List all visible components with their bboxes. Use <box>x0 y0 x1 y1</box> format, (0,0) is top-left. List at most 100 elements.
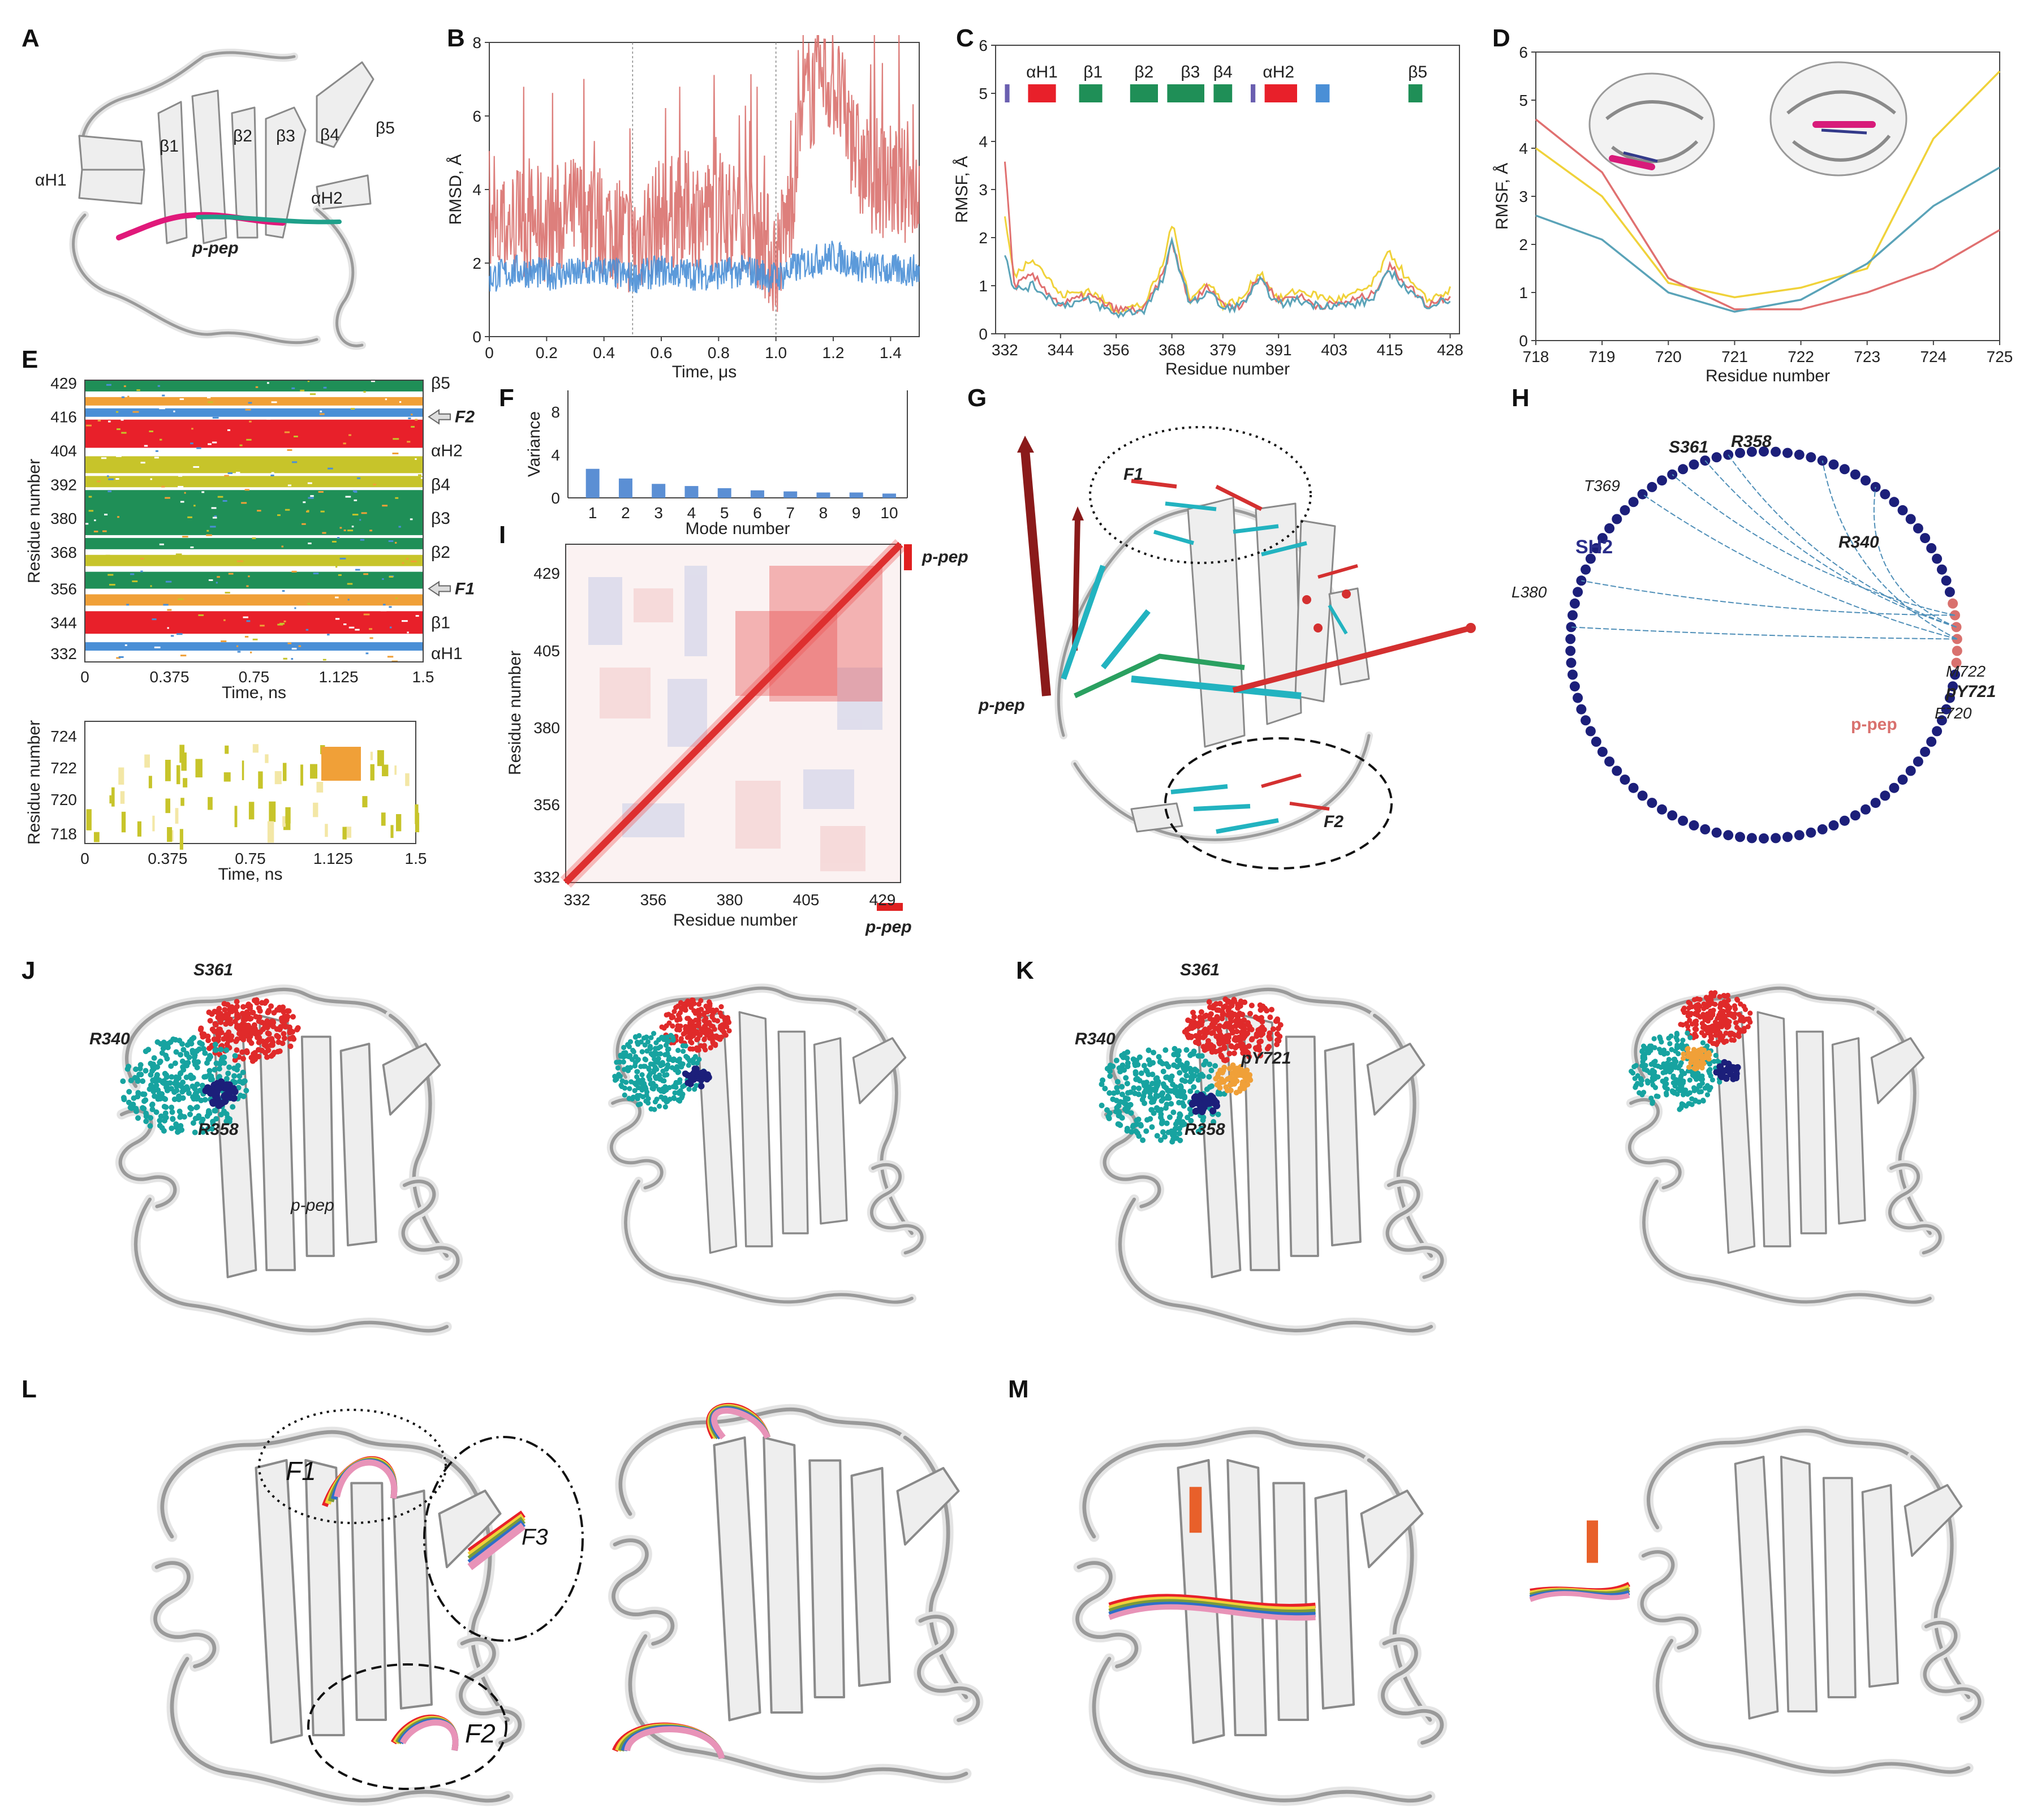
sidechain-point <box>1704 1092 1711 1098</box>
contact-edge <box>1873 487 1957 628</box>
ss-noise <box>277 623 283 626</box>
residue-node <box>1861 475 1871 486</box>
ss-noise <box>348 434 352 436</box>
sidechain-point <box>195 1059 201 1065</box>
structure-l-side <box>608 1402 984 1784</box>
sidechain-point <box>1113 1057 1119 1064</box>
loop-outline <box>1634 986 1880 1079</box>
sidechain-point <box>1127 1102 1134 1108</box>
loop-outline <box>1646 1429 1914 1530</box>
ss-noise <box>227 472 233 474</box>
sidechain-point <box>1234 1016 1241 1022</box>
sidechain-point <box>221 1108 227 1115</box>
sidechain-point <box>1114 1085 1120 1091</box>
residue-node <box>1569 681 1580 692</box>
sidechain-point <box>1743 1016 1749 1022</box>
sidechain-point <box>613 1077 618 1083</box>
beta-strand <box>850 1466 892 1687</box>
ss-noise <box>398 526 401 528</box>
beta-strand <box>813 1037 848 1225</box>
region-label-f1-l: F1 <box>286 1456 316 1486</box>
sidechain-point <box>1732 1014 1737 1021</box>
ss-noise <box>382 764 389 777</box>
ss-noise <box>307 603 311 605</box>
ss-noise <box>223 562 226 565</box>
residue-node <box>1573 692 1583 703</box>
sidechain-point <box>137 1065 143 1072</box>
ss-noise <box>104 514 108 516</box>
beta-strand <box>738 1011 773 1247</box>
ss-noise <box>250 651 252 653</box>
ss-noise <box>167 827 173 842</box>
sidechain-point <box>646 1065 652 1071</box>
ss-band <box>85 397 423 406</box>
residue-node <box>1746 446 1757 457</box>
y-tick-label: 722 <box>50 759 77 777</box>
x-tick-label: 344 <box>1047 341 1074 359</box>
sidechain-point <box>1699 1073 1705 1079</box>
x-tick-label: 6 <box>753 504 762 522</box>
sidechain-point <box>677 1060 683 1065</box>
ss-noise <box>144 445 148 447</box>
ss-noise <box>208 797 213 810</box>
ss-noise <box>279 622 285 625</box>
y-tick-label: 724 <box>50 728 77 745</box>
sidechain-point <box>1207 1061 1213 1068</box>
rmsd-series-line <box>488 35 920 312</box>
residue-node <box>1936 715 1947 726</box>
ss-noise <box>149 431 153 433</box>
ss-band <box>85 419 423 448</box>
ss-label: β3 <box>1181 63 1200 81</box>
ss-noise <box>102 530 107 532</box>
sidechain-point <box>1694 1077 1699 1082</box>
ss-band <box>85 611 423 634</box>
ss-noise <box>184 492 186 494</box>
sidechain-point <box>1206 999 1212 1005</box>
residue-node <box>1604 523 1615 533</box>
residue-label-r358-j: R358 <box>198 1120 239 1139</box>
sidechain-point <box>635 1078 641 1084</box>
ss-noise <box>150 478 153 480</box>
sidechain-point <box>1167 1114 1173 1120</box>
sidechain-point <box>713 1033 720 1039</box>
structure-k-front <box>1099 984 1447 1336</box>
ss-band <box>85 594 423 606</box>
ss-noise <box>313 802 318 818</box>
residue-node <box>1905 765 1916 776</box>
sidechain-point <box>1125 1060 1131 1066</box>
corr-xtick: 356 <box>640 891 667 909</box>
sidechain-point <box>652 1056 657 1062</box>
y-tick-label: 368 <box>50 544 77 561</box>
residue-node <box>1637 489 1648 500</box>
inset-structure-1 <box>1588 72 1715 177</box>
x-tick-label: 0 <box>80 850 89 867</box>
helix-outline <box>917 1615 980 1722</box>
sidechain-point <box>225 1019 231 1025</box>
ss-noise <box>300 764 303 786</box>
residue-label-py721-k: pY721 <box>1241 1049 1291 1068</box>
sidechain-point <box>1723 1075 1730 1082</box>
sidechain-point <box>1233 1090 1239 1096</box>
residue-label-r340-j: R340 <box>89 1030 130 1048</box>
sidechain-point <box>249 1009 256 1016</box>
residue-node <box>1828 820 1839 831</box>
ss-noise <box>249 420 252 423</box>
sidechain-point <box>1677 1062 1683 1068</box>
loop-outline <box>1642 1180 1932 1304</box>
y-axis-label: RMSF, Å <box>953 156 971 223</box>
ss-noise <box>327 634 330 636</box>
ss-block <box>1005 84 1010 102</box>
sidechain-point <box>247 1003 253 1009</box>
sidechain-point <box>163 1104 169 1111</box>
sidechain-point <box>1736 1034 1742 1039</box>
sidechain-point <box>1197 1034 1203 1040</box>
sidechain-point <box>1146 1084 1152 1090</box>
sidechain-point <box>1220 1012 1226 1018</box>
ss-noise <box>107 491 112 493</box>
region-label-f2: F2 <box>1324 812 1343 831</box>
sidechain-point <box>697 1083 705 1090</box>
ss-label: αH1 <box>431 644 463 663</box>
sidechain-point <box>1648 1061 1654 1067</box>
ss-noise <box>167 627 169 629</box>
sidechain-point <box>660 1068 666 1074</box>
